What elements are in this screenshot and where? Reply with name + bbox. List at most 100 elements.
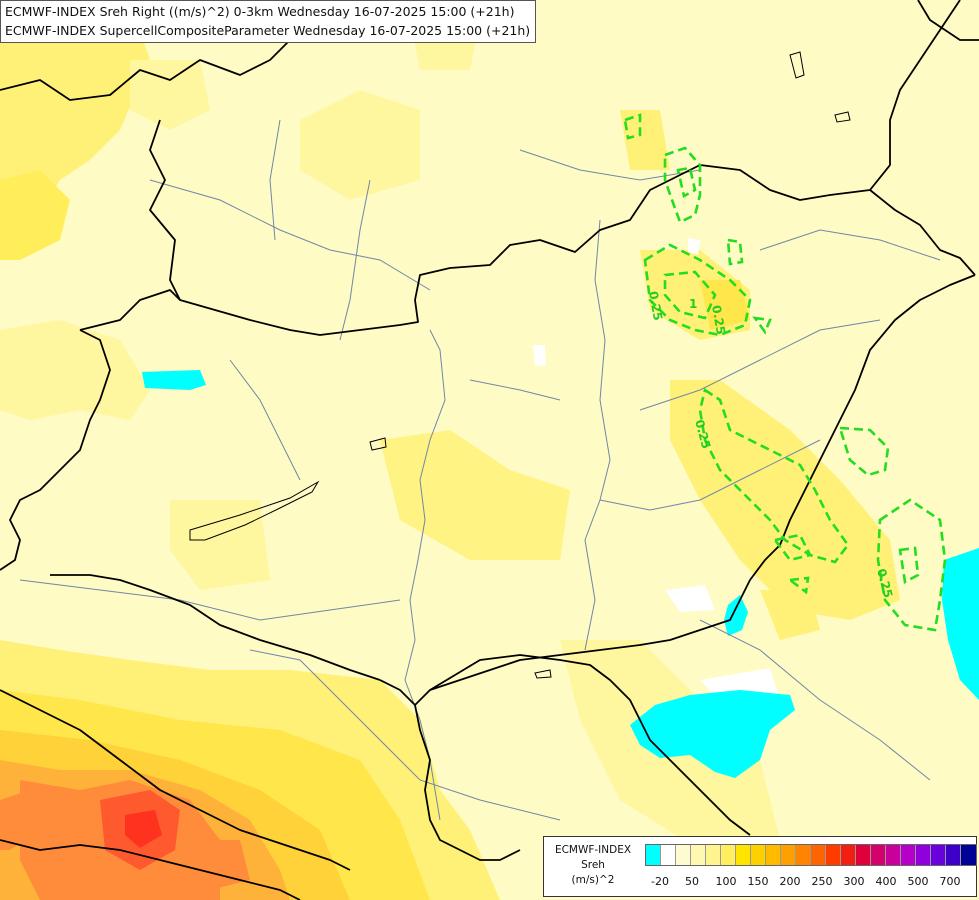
scp-contour-1 [623,113,642,140]
river-southeast [699,619,931,781]
title-line-sreh: ECMWF-INDEX Sreh Right ((m/s)^2) 0-3km W… [5,4,515,19]
rivers [19,119,941,821]
sreh-negative-east-small [724,595,748,636]
border-austria-slovenia [0,329,111,571]
scp-contour-2-inner [676,166,697,198]
sreh-near-zero-3 [533,345,546,366]
border-croatia-hungary [50,574,381,681]
border-ukraine [869,189,976,276]
legend-title-model: ECMWF-INDEX [554,844,632,856]
legend-tick-label: 700 [939,875,961,888]
legend-swatch [826,845,841,865]
sreh-band-east [670,380,900,620]
scp-label-4: 1 [689,297,697,311]
sreh-patch-sw-orange [0,790,40,850]
river-sava [249,649,561,821]
border-croatia-bosnia [0,689,351,871]
river-north-3 [269,119,281,241]
lake-small-3 [834,111,851,123]
sreh-band-west-light [0,320,150,420]
river-west [229,359,301,481]
lake-small-1 [369,437,387,451]
legend-swatch [961,845,976,865]
legend-title: ECMWF-INDEX Sreh (m/s)^2 [548,843,638,888]
sreh-core-red-inner [125,810,162,848]
border-northwest [0,0,321,101]
border-south [0,839,301,900]
lake-small-4 [534,669,552,679]
river-north-2 [339,179,371,341]
legend-ticks: -20 50 100 150 200 250 300 400 500 700 [636,875,976,889]
legend-swatches [645,844,977,866]
river-east-1 [599,439,821,511]
sreh-negative-east-edge [942,548,979,700]
legend-tick-label: -20 [651,875,669,888]
legend-swatch [676,845,691,865]
legend-swatch [646,845,661,865]
sreh-patch-nw [130,60,210,130]
legend-swatch [901,845,916,865]
river-tisza [584,219,611,651]
legend-swatch [736,845,751,865]
border-slovakia-hungary [149,0,961,336]
legend-tick-label: 250 [811,875,833,888]
legend-swatch [691,845,706,865]
scp-contour-10 [786,576,810,595]
sreh-near-zero-4 [688,238,700,255]
river-central [469,379,561,401]
legend-tick-label: 300 [843,875,865,888]
border-romania-hungary [379,274,976,706]
border-northeast [917,0,979,41]
sreh-patch-se-small [760,590,820,640]
legend-swatch [946,845,961,865]
legend-swatch [766,845,781,865]
legend-swatch [916,845,931,865]
river-danube [404,329,446,821]
legend-swatch [661,845,676,865]
scp-contour-9 [772,533,812,562]
sreh-near-zero-1 [665,585,715,612]
scp-contours [623,113,947,632]
legend-swatch [781,845,796,865]
border-serbia-west [414,704,521,861]
legend-title-unit: (m/s)^2 [571,874,615,886]
color-legend: ECMWF-INDEX Sreh (m/s)^2 -20 50 100 150 200 2… [543,836,977,897]
legend-swatch [811,845,826,865]
scp-contour-3-inner [663,270,717,320]
river-ne-2 [759,229,941,261]
legend-tick-label: 50 [685,875,699,888]
scp-label-5: 0.25 [709,304,728,336]
lakes [189,51,851,679]
river-drava [19,579,401,621]
legend-swatch [841,845,856,865]
legend-tick-label: 100 [715,875,737,888]
scp-contour-8-inner [898,546,920,585]
sreh-band-west-core [0,170,70,260]
river-north [149,179,431,291]
river-east-2 [639,319,881,411]
legend-swatch [706,845,721,865]
legend-tick-label: 150 [747,875,769,888]
legend-swatch [751,845,766,865]
lake-small-2 [789,51,805,79]
legend-tick-label: 200 [779,875,801,888]
legend-swatch [796,845,811,865]
scp-label-1: 0.25 [646,290,665,322]
legend-swatch [931,845,946,865]
title-line-scp: ECMWF-INDEX SupercellCompositeParameter … [5,23,531,38]
legend-tick-label: 500 [907,875,929,888]
map-title-box: ECMWF-INDEX Sreh Right ((m/s)^2) 0-3km W… [0,0,537,43]
scp-contour-2 [663,146,702,224]
sreh-patch-central [380,430,570,560]
scp-contour-3 [643,243,752,337]
scp-contour-6 [698,387,850,564]
legend-swatch [856,845,871,865]
border-serbia-romania [429,654,751,836]
scp-contour-5 [752,316,772,335]
sreh-patch-s-orange [200,840,250,890]
scp-contour-7 [838,426,890,477]
